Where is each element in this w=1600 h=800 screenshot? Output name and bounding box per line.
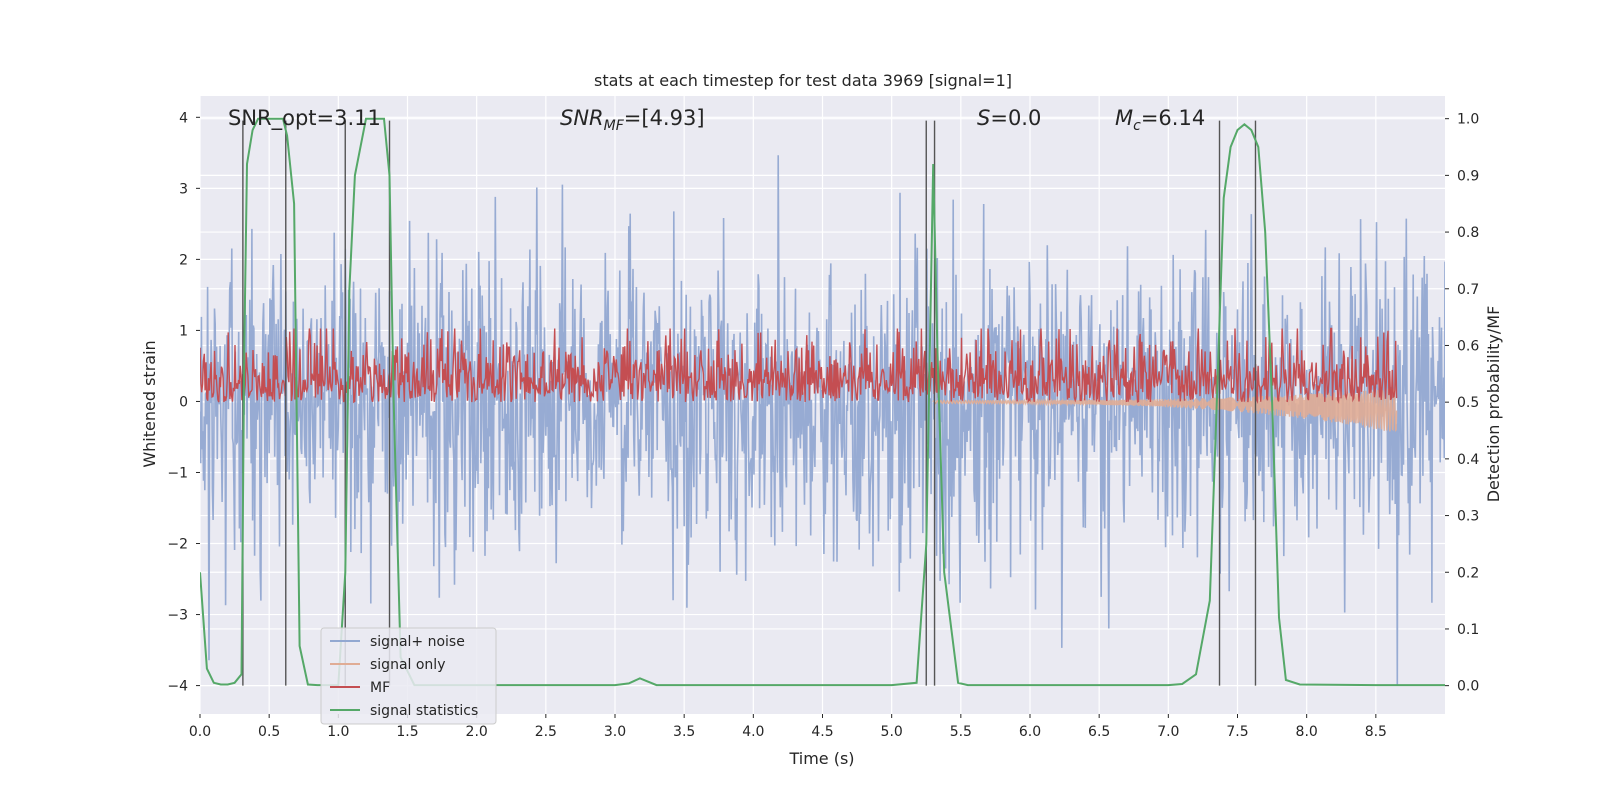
y-left-tick-label-6: −2 <box>167 537 188 553</box>
x-tick-label-13: 6.5 <box>1088 724 1110 740</box>
signal-statistics-line <box>200 117 1445 687</box>
x-axis-label: Time (s) <box>788 749 854 768</box>
legend-label-2: MF <box>370 680 390 696</box>
x-axis-ticks: 0.0 0.5 1.0 1.5 2.0 2.5 3.0 3.5 4.0 4.5 5.0 5.5 6.0 6… <box>189 714 1387 740</box>
y-right-axis-ticks: 1.0 0.9 0.8 0.7 0.6 0.5 0.4 0.3 0.2 0.1 0.0 <box>1445 112 1479 695</box>
y-left-tick-label-7: −3 <box>167 608 188 624</box>
annotation-mc-rest: =6.14 <box>1141 106 1205 130</box>
legend-label-3: signal statistics <box>370 703 478 719</box>
annotation-mc-main: M <box>1115 106 1133 130</box>
y-left-tick-label-2: 2 <box>179 252 188 268</box>
x-tick-label-17: 8.5 <box>1365 724 1387 740</box>
signal-only-line <box>932 388 1398 433</box>
annotation-s-main: S <box>977 106 990 130</box>
annotation-mc: Mc=6.14 <box>1115 106 1205 134</box>
y-right-tick-label-10: 0.0 <box>1457 679 1479 695</box>
y-left-tick-label-0: 4 <box>179 110 188 126</box>
plot-content <box>200 117 1445 687</box>
x-tick-label-11: 5.5 <box>950 724 972 740</box>
legend-box <box>320 627 497 725</box>
x-tick-label-6: 3.0 <box>604 724 626 740</box>
annotation-snr-opt: SNR_opt=3.11 <box>228 106 381 131</box>
x-tick-label-16: 8.0 <box>1296 724 1318 740</box>
signal-statistics-series <box>200 117 1445 687</box>
x-tick-label-5: 2.5 <box>535 724 557 740</box>
x-tick-label-14: 7.0 <box>1157 724 1179 740</box>
x-tick-label-4: 2.0 <box>466 724 488 740</box>
y-right-tick-label-9: 0.1 <box>1457 622 1479 638</box>
y-right-tick-label-8: 0.2 <box>1457 565 1479 581</box>
annotation-snr-mf-sub: MF <box>604 118 625 134</box>
y-right-tick-label-3: 0.7 <box>1457 282 1479 298</box>
y-right-tick-label-6: 0.4 <box>1457 452 1479 468</box>
x-tick-label-8: 4.0 <box>742 724 764 740</box>
mf-series <box>200 327 1398 405</box>
x-tick-label-9: 4.5 <box>811 724 833 740</box>
y-right-tick-label-0: 1.0 <box>1457 112 1479 128</box>
x-tick-label-12: 6.0 <box>1019 724 1041 740</box>
x-tick-label-15: 7.5 <box>1226 724 1248 740</box>
y-left-axis-label: Whitened strain <box>140 340 159 467</box>
y-right-tick-label-7: 0.3 <box>1457 509 1479 525</box>
annotation-s-rest: =0.0 <box>990 106 1041 130</box>
annotation-mc-sub: c <box>1133 118 1141 134</box>
annotation-snr-mf-rest: =[4.93] <box>624 106 705 130</box>
y-right-axis-label: Detection probability/MF <box>1484 306 1503 503</box>
x-tick-label-3: 1.5 <box>396 724 418 740</box>
legend: signal+ noise signal only MF signal statist… <box>320 627 497 725</box>
legend-label-0: signal+ noise <box>370 634 465 650</box>
y-left-tick-label-3: 1 <box>179 323 188 339</box>
y-right-tick-label-5: 0.5 <box>1457 395 1479 411</box>
x-tick-label-10: 5.0 <box>881 724 903 740</box>
x-tick-label-7: 3.5 <box>673 724 695 740</box>
mf-line <box>200 327 1398 405</box>
annotation-s: S=0.0 <box>977 106 1041 130</box>
annotation-snr-mf-main: SNR <box>560 106 604 130</box>
y-left-tick-label-5: −1 <box>167 465 188 481</box>
y-right-tick-label-4: 0.6 <box>1457 338 1479 354</box>
signal-noise-series <box>200 155 1445 686</box>
chart-title: stats at each timestep for test data 396… <box>594 71 1012 90</box>
y-left-tick-label-4: 0 <box>179 394 188 410</box>
signal-only-series <box>932 388 1398 433</box>
signal-noise-line <box>200 155 1445 686</box>
x-tick-label-2: 1.0 <box>327 724 349 740</box>
legend-label-1: signal only <box>370 657 445 673</box>
y-right-tick-label-1: 0.9 <box>1457 168 1479 184</box>
y-left-axis-ticks: 4 3 2 1 0 −1 −2 −3 −4 <box>167 110 200 695</box>
annotation-snr-mf: SNRMF=[4.93] <box>560 106 705 134</box>
x-tick-label-1: 0.5 <box>258 724 280 740</box>
y-left-tick-label-1: 3 <box>179 181 188 197</box>
y-right-tick-label-2: 0.8 <box>1457 225 1479 241</box>
y-left-tick-label-8: −4 <box>167 679 188 695</box>
x-tick-label-0: 0.0 <box>189 724 211 740</box>
